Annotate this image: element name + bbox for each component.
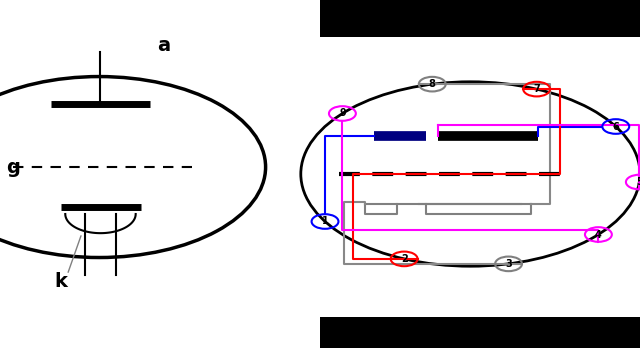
Text: 8: 8 (429, 79, 436, 89)
Text: 1: 1 (322, 216, 328, 227)
Text: 6: 6 (612, 121, 619, 132)
Text: 3: 3 (505, 259, 512, 269)
Bar (320, 0, 640, 37)
Bar (320, 317, 640, 348)
Text: k: k (54, 272, 67, 291)
Text: 7: 7 (533, 84, 540, 94)
Text: a: a (157, 36, 170, 55)
Text: 5: 5 (636, 177, 640, 187)
Text: 9: 9 (339, 109, 346, 119)
Text: 2: 2 (401, 254, 408, 264)
Text: g: g (6, 158, 20, 176)
Text: 4: 4 (595, 229, 602, 239)
